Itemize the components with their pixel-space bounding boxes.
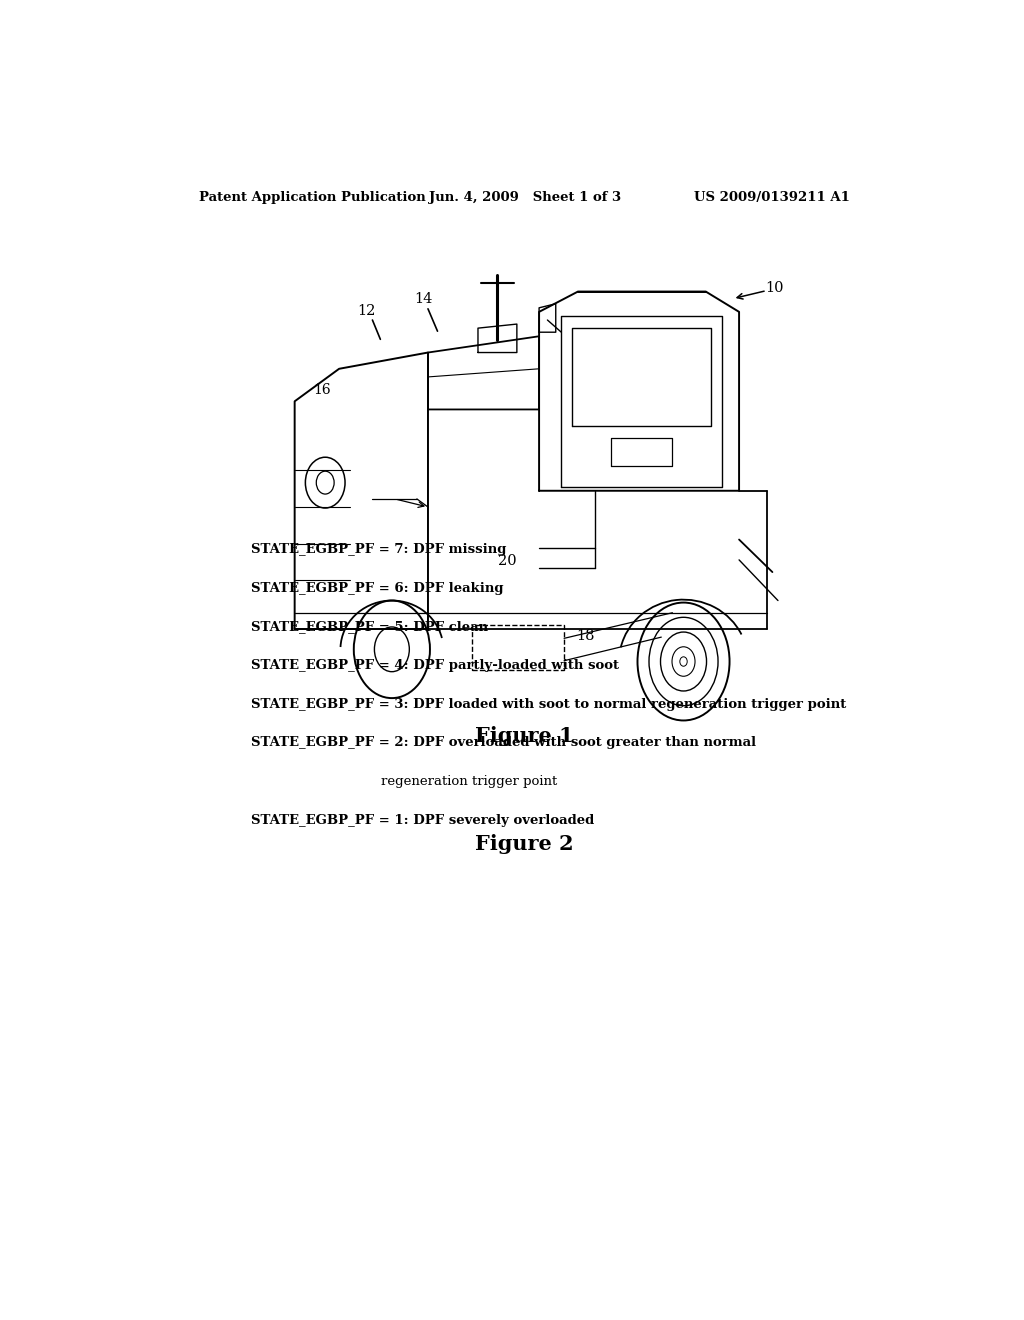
Text: Jun. 4, 2009   Sheet 1 of 3: Jun. 4, 2009 Sheet 1 of 3: [429, 190, 621, 203]
Text: Patent Application Publication: Patent Application Publication: [200, 190, 426, 203]
Text: STATE_EGBP_PF = 7: DPF missing: STATE_EGBP_PF = 7: DPF missing: [251, 544, 507, 556]
Text: 14: 14: [414, 292, 432, 306]
Text: STATE_EGBP_PF = 5: DPF clean: STATE_EGBP_PF = 5: DPF clean: [251, 620, 488, 634]
Text: regeneration trigger point: regeneration trigger point: [381, 775, 557, 788]
Text: 10: 10: [766, 281, 784, 296]
Text: STATE_EGBP_PF = 6: DPF leaking: STATE_EGBP_PF = 6: DPF leaking: [251, 582, 504, 595]
Text: 16: 16: [312, 383, 331, 397]
Text: Figure 2: Figure 2: [475, 834, 574, 854]
Text: US 2009/0139211 A1: US 2009/0139211 A1: [694, 190, 850, 203]
Text: STATE_EGBP_PF = 3: DPF loaded with soot to normal regeneration trigger point: STATE_EGBP_PF = 3: DPF loaded with soot …: [251, 698, 846, 710]
Text: STATE_EGBP_PF = 2: DPF overloaded with soot greater than normal: STATE_EGBP_PF = 2: DPF overloaded with s…: [251, 737, 756, 750]
Text: 12: 12: [357, 304, 375, 318]
Text: Figure 1: Figure 1: [475, 726, 574, 746]
Text: STATE_EGBP_PF = 1: DPF severely overloaded: STATE_EGBP_PF = 1: DPF severely overload…: [251, 813, 594, 826]
Text: 20: 20: [498, 554, 517, 568]
Text: 18: 18: [575, 630, 594, 643]
Bar: [472, 624, 564, 669]
Text: STATE_EGBP_PF = 4: DPF partly-loaded with soot: STATE_EGBP_PF = 4: DPF partly-loaded wit…: [251, 659, 618, 672]
